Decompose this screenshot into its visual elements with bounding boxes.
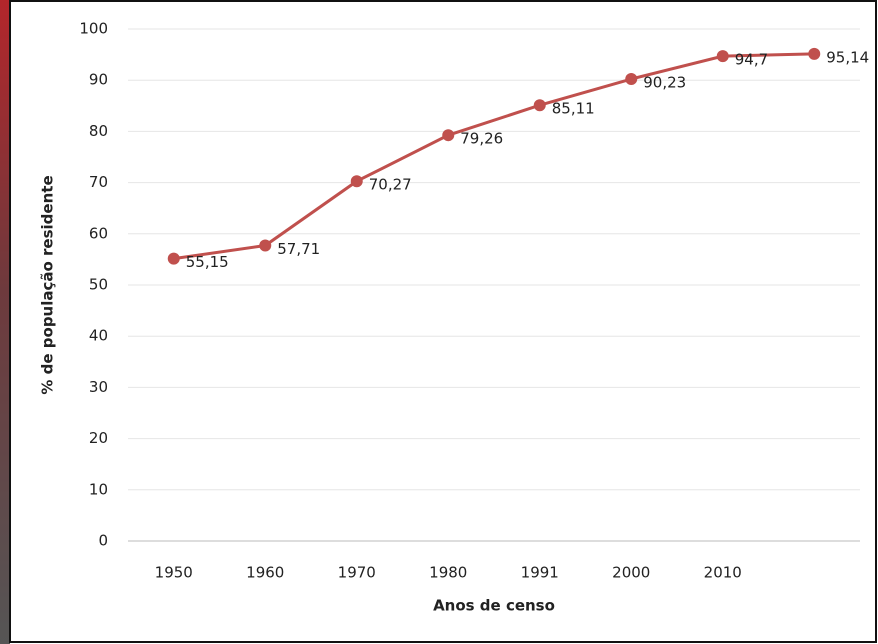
data-line [173,52,815,261]
data-label: 57,71 [277,240,320,258]
y-tick-label: 20 [89,429,108,447]
y-tick-label: 10 [89,480,108,498]
data-label: 79,26 [460,130,503,148]
data-point [533,99,546,112]
y-tick-label: 80 [89,122,108,140]
y-tick-label: 30 [89,378,108,396]
data-label: 70,27 [369,176,412,194]
data-point [716,50,729,63]
x-tick-label: 1960 [246,564,284,582]
data-point [808,47,821,60]
x-tick-label: 1970 [338,564,376,582]
data-point [259,239,272,252]
y-axis-title: % de população residente [39,175,57,394]
y-tick-label: 100 [79,20,108,38]
x-tick-label: 2010 [704,564,742,582]
y-tick-label: 0 [98,532,108,550]
y-tick-label: 40 [89,327,108,345]
x-tick-label: 1991 [521,564,559,582]
y-tick-label: 60 [89,224,108,242]
data-point [167,252,180,265]
y-tick-label: 50 [89,276,108,294]
x-axis-title: Anos de censo [433,597,555,615]
data-label: 90,23 [643,74,686,92]
data-point [442,129,455,142]
x-tick-label: 2000 [612,564,650,582]
x-tick-label: 1950 [155,564,193,582]
data-label: 95,14 [826,48,869,66]
data-label: 94,7 [735,51,768,69]
side-strip [0,0,10,644]
y-tick-label: 90 [89,71,108,89]
data-point [625,73,638,86]
x-tick-label: 1980 [429,564,467,582]
y-tick-label: 70 [89,173,108,191]
chart-frame [9,0,877,643]
data-point [350,175,363,188]
data-label: 55,15 [186,253,229,271]
data-label: 85,11 [552,100,595,118]
